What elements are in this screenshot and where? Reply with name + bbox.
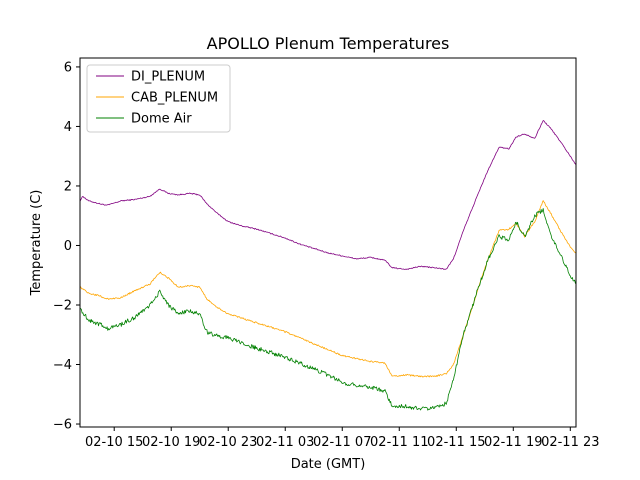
x-tick-label: 02-11 15 bbox=[427, 435, 485, 450]
y-axis-label: Temperature (C) bbox=[29, 190, 44, 297]
plot-frame bbox=[79, 57, 577, 428]
legend-label: DI_PLENUM bbox=[131, 70, 205, 85]
x-tick-label: 02-11 03 bbox=[256, 435, 314, 450]
y-tick-label: −4 bbox=[53, 358, 72, 373]
x-tick-label: 02-11 23 bbox=[541, 435, 599, 450]
x-axis-label: Date (GMT) bbox=[291, 457, 366, 472]
x-tick-label: 02-11 07 bbox=[313, 435, 371, 450]
legend-label: Dome Air bbox=[131, 112, 192, 127]
x-tick-label: 02-10 15 bbox=[85, 435, 143, 450]
y-tick-label: 6 bbox=[64, 60, 72, 75]
legend: DI_PLENUM CAB_PLENUM Dome Air bbox=[86, 64, 231, 133]
y-tick-label: −2 bbox=[53, 298, 72, 313]
y-tick-label: −6 bbox=[53, 418, 72, 433]
x-tick-label: 02-10 19 bbox=[142, 435, 200, 450]
legend-label: CAB_PLENUM bbox=[131, 91, 218, 106]
y-axis: −6 −4 −2 0 2 4 6 bbox=[53, 60, 80, 433]
series-layer bbox=[79, 120, 577, 411]
y-tick-label: 4 bbox=[64, 120, 72, 135]
legend-box bbox=[86, 64, 231, 133]
x-tick-label: 02-11 11 bbox=[370, 435, 428, 450]
x-tick-label: 02-10 23 bbox=[199, 435, 257, 450]
series-line-di-plenum bbox=[79, 120, 577, 270]
y-tick-label: 2 bbox=[64, 179, 72, 194]
series-line-cab-plenum bbox=[79, 200, 577, 378]
series-line-dome-air bbox=[79, 208, 577, 411]
x-tick-label: 02-11 19 bbox=[484, 435, 542, 450]
chart-title: APOLLO Plenum Temperatures bbox=[207, 34, 450, 53]
y-tick-label: 0 bbox=[64, 239, 72, 254]
